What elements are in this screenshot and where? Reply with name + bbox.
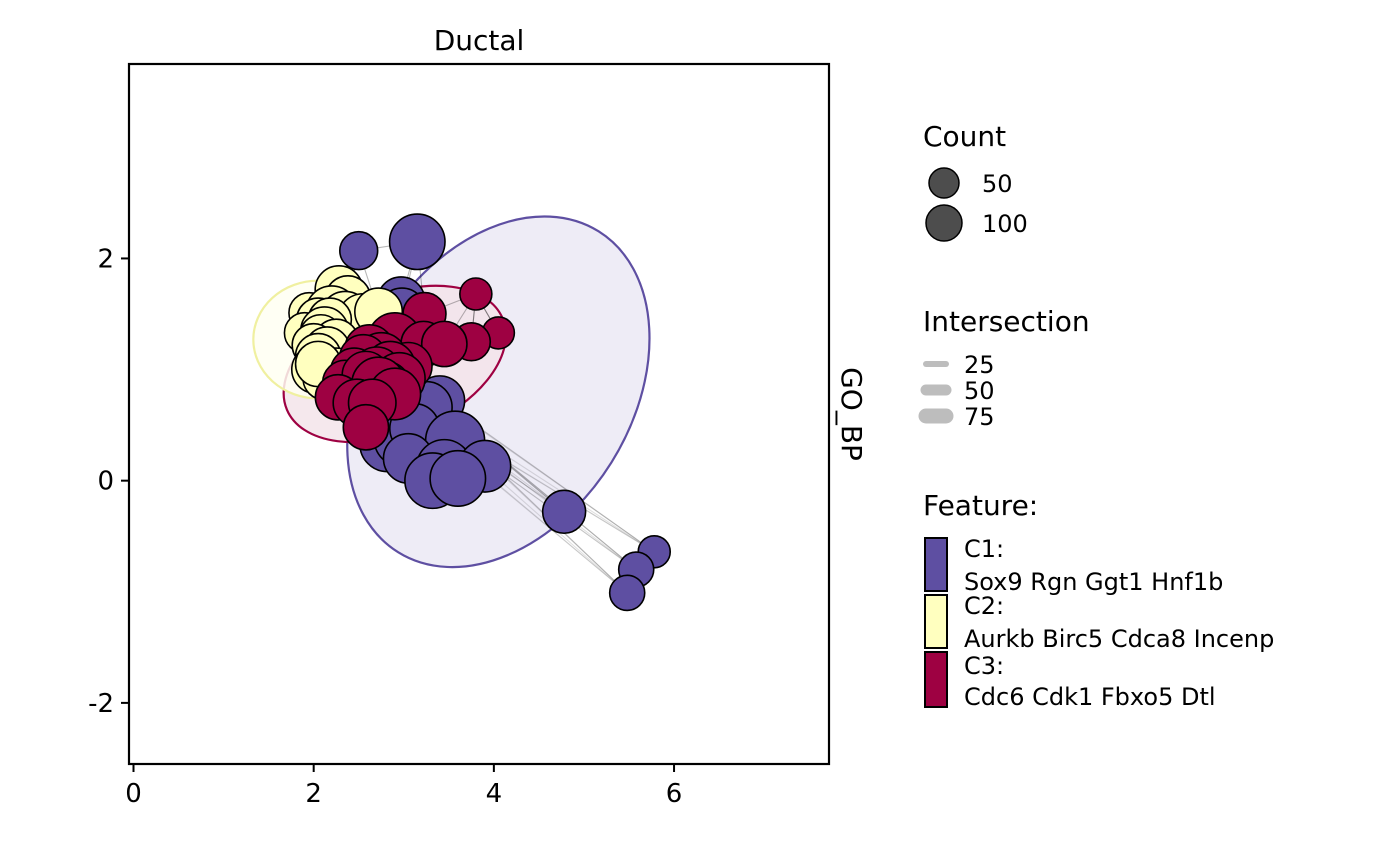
x-axis: 0 2 4 6 [125, 764, 682, 809]
facet-strip-label: GO_BP [835, 367, 868, 461]
feature-legend-swatch-c3 [924, 651, 948, 708]
node-c3-0 [459, 277, 493, 311]
plot-area [129, 64, 829, 764]
x-tick-label: 2 [305, 779, 322, 809]
feature-legend: Feature: C1: Sox9 Rgn Ggt1 Hnf1b C2: Aur… [923, 489, 1274, 711]
node-c1-20 [608, 574, 646, 612]
count-legend-key-100 [925, 204, 963, 242]
chart-title: Ductal [434, 24, 525, 57]
count-legend-title: Count [923, 120, 1006, 153]
count-legend-label-50: 50 [982, 170, 1013, 198]
y-tick-label: 2 [97, 244, 114, 274]
intersection-legend-label-25: 25 [964, 351, 995, 379]
x-tick-label: 0 [125, 779, 142, 809]
y-axis: -2 0 2 [88, 244, 129, 719]
feature-legend-c2-line2: Aurkb Birc5 Cdca8 Incenp [964, 625, 1274, 653]
intersection-legend-label-75: 75 [964, 403, 995, 431]
intersection-legend: Intersection 25 50 75 [918, 305, 1090, 431]
feature-legend-title: Feature: [923, 489, 1038, 522]
node-c3-6 [420, 320, 468, 368]
feature-legend-swatch-c2 [924, 594, 948, 649]
node-c1-16 [429, 449, 487, 507]
y-tick-label: 0 [97, 467, 114, 497]
feature-legend-c3-line2: Cdc6 Cdk1 Fbxo5 Dtl [964, 683, 1216, 711]
intersection-legend-label-50: 50 [964, 377, 995, 405]
node-c3-24 [342, 403, 390, 451]
feature-legend-c1-line1: C1: [964, 535, 1004, 563]
feature-legend-c2-line1: C2: [964, 592, 1004, 620]
feature-legend-c3-line1: C3: [964, 652, 1004, 680]
plot-panel-border [127, 62, 831, 766]
intersection-legend-title: Intersection [923, 305, 1090, 338]
feature-legend-swatch-c1 [924, 537, 948, 592]
count-legend-key-50 [928, 167, 960, 199]
node-c1-0 [338, 230, 379, 271]
network-nodes [283, 213, 672, 612]
count-legend-label-100: 100 [982, 210, 1028, 238]
feature-legend-c1-line2: Sox9 Rgn Ggt1 Hnf1b [964, 568, 1223, 596]
x-tick-label: 6 [666, 779, 683, 809]
x-tick-label: 4 [486, 779, 503, 809]
y-tick-label: -2 [88, 689, 114, 719]
node-c1-17 [541, 489, 587, 535]
node-c1-1 [388, 213, 446, 271]
count-legend: Count 50 100 [923, 120, 1028, 242]
